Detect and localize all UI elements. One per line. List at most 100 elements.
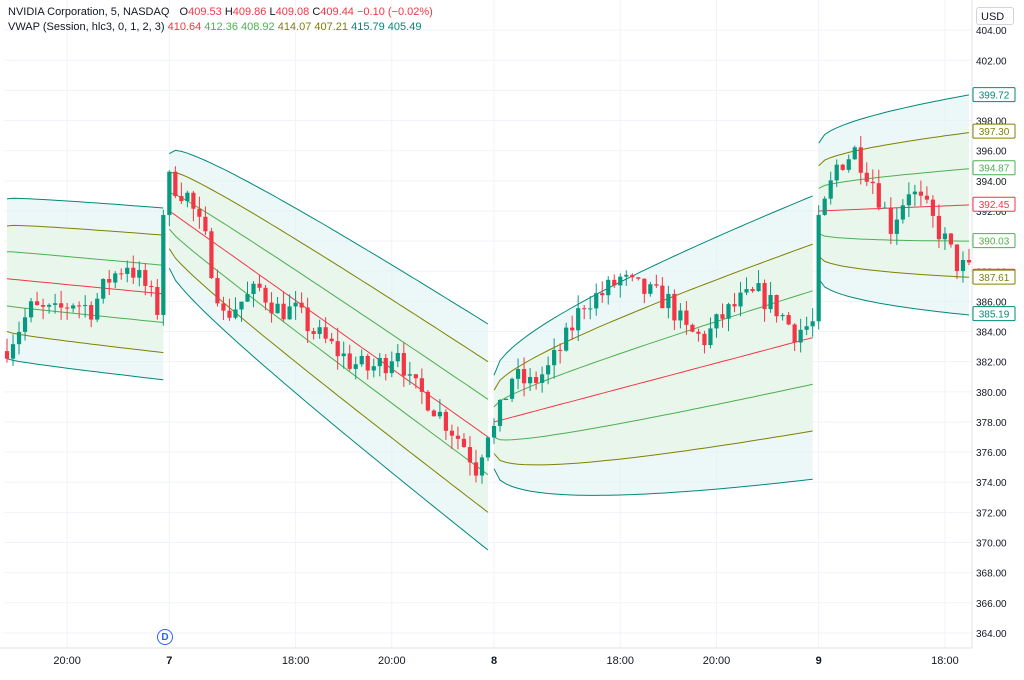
candle-body xyxy=(299,302,304,308)
candle-body xyxy=(143,270,148,286)
candle-body xyxy=(443,411,449,431)
candle-body xyxy=(606,279,611,296)
price-tick-label: 382.00 xyxy=(976,358,1007,369)
band-fills xyxy=(7,94,969,551)
candle-body xyxy=(642,278,647,294)
candle-body xyxy=(485,437,491,458)
candle-body xyxy=(546,365,551,375)
price-label: 392.45 xyxy=(979,200,1010,211)
time-tick-label: 20:00 xyxy=(53,655,81,667)
candle-body xyxy=(473,462,479,476)
candle-body xyxy=(125,267,130,274)
currency-button[interactable]: USD xyxy=(976,7,1014,25)
time-tick-label: 8 xyxy=(491,655,497,667)
candle-body xyxy=(95,298,100,320)
price-tick-label: 374.00 xyxy=(976,478,1007,489)
price-tick-label: 402.00 xyxy=(976,56,1007,67)
lower-band3-line xyxy=(493,468,813,496)
price-label-box xyxy=(972,269,1016,285)
candle-body xyxy=(576,308,581,331)
candle-body xyxy=(948,233,954,245)
price-tick-label: 366.00 xyxy=(976,599,1007,610)
candle-body xyxy=(864,172,869,182)
candle-body xyxy=(335,341,340,357)
candle-body xyxy=(798,329,803,343)
candle-body xyxy=(804,326,809,330)
candle-body xyxy=(924,195,930,200)
candle-body xyxy=(672,293,677,321)
candle-body xyxy=(894,219,899,234)
candle-body xyxy=(882,207,887,209)
indicator-row[interactable]: VWAP (Session, hlc3, 0, 1, 2, 3) 410.64 … xyxy=(8,20,433,35)
candle-body xyxy=(251,283,256,295)
candle-body xyxy=(558,349,563,351)
time-tick-label: 18:00 xyxy=(607,655,635,667)
lower-band3-line xyxy=(6,358,164,381)
candle-body xyxy=(46,304,52,307)
candle-body xyxy=(624,274,629,277)
candle-body xyxy=(834,164,839,181)
candle-body xyxy=(425,391,430,411)
price-label: 394.87 xyxy=(979,164,1010,175)
candle-body xyxy=(71,305,76,309)
candle-body xyxy=(4,351,10,359)
candle-body xyxy=(191,192,196,209)
candle-body xyxy=(654,284,659,286)
candle-body xyxy=(59,303,64,308)
candle-body xyxy=(197,208,202,217)
high-value: 409.86 xyxy=(232,6,267,18)
vwap-line xyxy=(6,278,164,295)
indicator-title[interactable]: VWAP (Session, hlc3, 0, 1, 2, 3) xyxy=(8,21,165,33)
candle-body xyxy=(65,307,70,309)
candle-body xyxy=(588,308,593,310)
symbol-title[interactable]: NVIDIA Corporation, 5, NASDAQ xyxy=(8,6,170,18)
symbol-row[interactable]: NVIDIA Corporation, 5, NASDAQ O409.53 H4… xyxy=(8,5,433,20)
upper-band2-line xyxy=(169,171,489,363)
candle-body xyxy=(257,283,262,288)
time-tick-label: 20:00 xyxy=(378,655,406,667)
time-tick-label: 18:00 xyxy=(931,655,959,667)
candle-body xyxy=(696,331,701,334)
price-tick-label: 398.00 xyxy=(976,117,1007,128)
lower-band2-line xyxy=(493,430,813,466)
candle-body xyxy=(311,331,316,334)
candle-body xyxy=(720,314,725,319)
time-tick-label: 9 xyxy=(816,655,822,667)
candle-body xyxy=(612,279,617,286)
candle-body xyxy=(768,294,773,310)
price-tick-label: 378.00 xyxy=(976,418,1007,429)
candle-body xyxy=(215,278,220,304)
candle-body xyxy=(936,215,942,240)
candle-body xyxy=(269,302,274,314)
legend-header: NVIDIA Corporation, 5, NASDAQ O409.53 H4… xyxy=(8,5,433,35)
candle-body xyxy=(407,374,412,376)
candle-body xyxy=(726,304,731,319)
candle-body xyxy=(173,171,178,197)
open-value: 409.53 xyxy=(188,6,222,18)
candle-body xyxy=(533,377,539,383)
upper-band3-line xyxy=(818,94,970,144)
candle-body xyxy=(34,301,40,306)
candle-body xyxy=(113,273,118,283)
candle-body xyxy=(281,303,286,320)
candle-body xyxy=(40,305,46,307)
candle-body xyxy=(221,303,226,311)
open-label: O xyxy=(179,6,189,18)
candle-body xyxy=(810,321,815,327)
candle-body xyxy=(521,369,527,384)
indicator-value: 410.64 xyxy=(167,21,202,33)
candle-body xyxy=(954,244,960,272)
candle-body xyxy=(858,147,863,173)
candle-body xyxy=(906,194,911,206)
price-tick-label: 394.00 xyxy=(976,177,1007,188)
upper-band3-line xyxy=(6,197,164,209)
candle-body xyxy=(780,315,785,317)
candle-body xyxy=(846,159,851,170)
candle-body xyxy=(690,324,695,332)
dividend-marker-icon[interactable]: D xyxy=(157,629,173,645)
candle-body xyxy=(660,285,665,309)
candle-body xyxy=(293,302,298,307)
candle-body xyxy=(10,344,16,359)
